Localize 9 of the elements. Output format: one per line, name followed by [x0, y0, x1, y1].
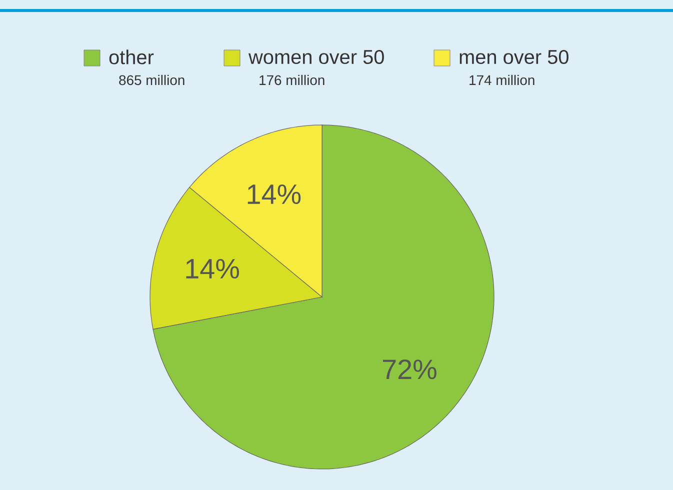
- legend-label: other: [109, 50, 154, 64]
- data-label: 14%: [186, 258, 239, 279]
- data-label: 72%: [383, 360, 436, 380]
- text: 174 million: [470, 74, 534, 86]
- legend-label: men over 50: [460, 50, 568, 64]
- data-label: 14%: [248, 184, 301, 204]
- text: 865 million: [119, 74, 184, 86]
- legend-label: women over 50: [248, 50, 384, 64]
- text: 176 million: [260, 74, 324, 86]
